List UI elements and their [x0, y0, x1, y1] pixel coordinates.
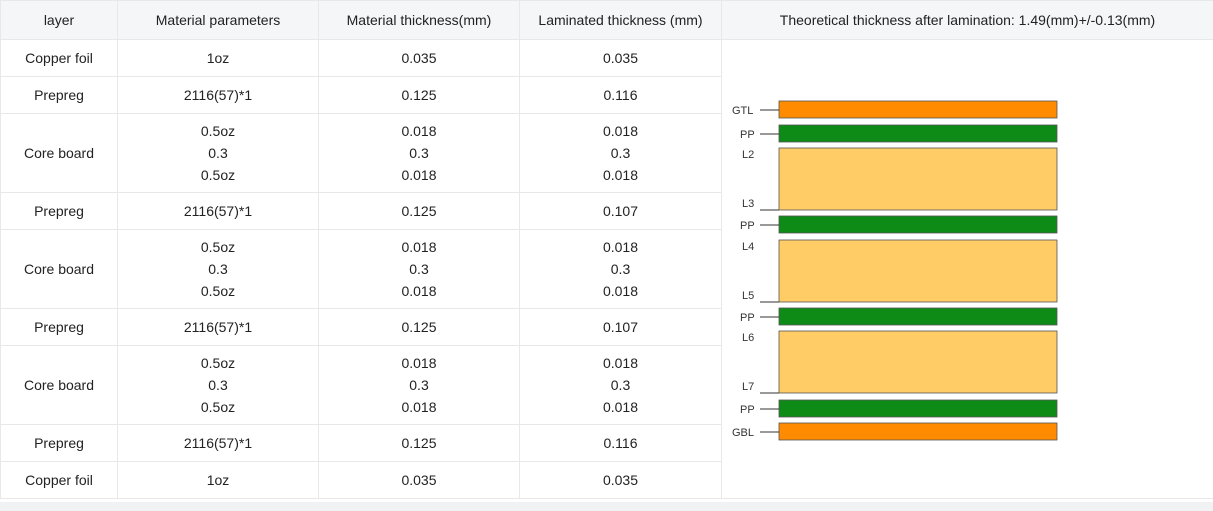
param-cell: 2116(57)*1 [117, 76, 319, 114]
param-cell: 2116(57)*1 [117, 192, 319, 230]
layer-cell: Prepreg [0, 308, 118, 346]
param-line: 0.3 [208, 377, 228, 393]
header-theoretical-thickness: Theoretical thickness after lamination: … [721, 0, 1213, 40]
label-l7: L7 [742, 381, 754, 393]
param-cell: 2116(57)*1 [117, 424, 319, 462]
material-thickness-cell: 0.125 [318, 192, 520, 230]
param-cell: 1oz [117, 39, 319, 77]
laminated-thickness-cell: 0.107 [519, 308, 722, 346]
core-layer-2 [778, 239, 1058, 303]
layer-cell: Prepreg [0, 76, 118, 114]
material-line: 0.018 [401, 167, 437, 183]
material-line: 0.3 [409, 377, 429, 393]
layer-cell: Prepreg [0, 424, 118, 462]
label-pp-3: PP [740, 312, 755, 324]
param-line: 0.5oz [200, 283, 236, 299]
param-cell: 1oz [117, 461, 319, 499]
material-line: 0.018 [401, 123, 437, 139]
table-header-row: layer Material parameters Material thick… [0, 0, 1213, 40]
param-cell: 0.5oz 0.3 0.5oz [117, 229, 319, 309]
material-line: 0.3 [409, 145, 429, 161]
laminated-thickness-cell: 0.018 0.3 0.018 [519, 229, 722, 309]
laminated-thickness-cell: 0.116 [519, 424, 722, 462]
laminated-line: 0.018 [602, 123, 639, 139]
header-material-thickness: Material thickness(mm) [318, 0, 520, 40]
header-laminated-thickness: Laminated thickness (mm) [519, 0, 722, 40]
layer-cell: Core board [0, 345, 118, 425]
prepreg-layer-4 [778, 399, 1058, 418]
header-layer: layer [0, 0, 118, 40]
label-pp-1: PP [740, 129, 755, 141]
core-layer-3 [778, 330, 1058, 394]
material-line: 0.018 [401, 355, 437, 371]
bottom-strip [0, 502, 1213, 511]
layer-cell: Copper foil [0, 461, 118, 499]
prepreg-layer-3 [778, 307, 1058, 326]
material-thickness-cell: 0.125 [318, 424, 520, 462]
table-row: Core board 0.5oz 0.3 0.5oz 0.018 0.3 0.0… [0, 113, 1213, 193]
label-l4: L4 [742, 241, 754, 253]
layer-cell: Core board [0, 229, 118, 309]
table-row: Prepreg 2116(57)*1 0.125 0.116 [0, 76, 1213, 114]
laminated-thickness-cell: 0.018 0.3 0.018 [519, 113, 722, 193]
laminated-line: 0.018 [602, 239, 639, 255]
material-line: 0.018 [401, 283, 437, 299]
material-thickness-cell: 0.018 0.3 0.018 [318, 229, 520, 309]
param-line: 0.3 [208, 261, 228, 277]
table-row: Copper foil 1oz 0.035 0.035 [0, 461, 1213, 499]
label-pp-4: PP [740, 404, 755, 416]
laminated-line: 0.3 [610, 377, 631, 393]
label-l3: L3 [742, 198, 754, 210]
table-row: Core board 0.5oz 0.3 0.5oz 0.018 0.3 0.0… [0, 229, 1213, 309]
label-l6: L6 [742, 332, 754, 344]
laminated-line: 0.018 [602, 283, 639, 299]
table-row: Core board 0.5oz 0.3 0.5oz 0.018 0.3 0.0… [0, 345, 1213, 425]
laminated-line: 0.3 [610, 261, 631, 277]
laminated-thickness-cell: 0.116 [519, 76, 722, 114]
table-row: Prepreg 2116(57)*1 0.125 0.107 [0, 192, 1213, 230]
param-cell: 2116(57)*1 [117, 308, 319, 346]
laminated-thickness-cell: 0.035 [519, 39, 722, 77]
header-material-parameters: Material parameters [117, 0, 319, 40]
material-thickness-cell: 0.125 [318, 308, 520, 346]
material-thickness-cell: 0.018 0.3 0.018 [318, 345, 520, 425]
label-gtl: GTL [732, 105, 753, 117]
param-line: 0.5oz [200, 399, 236, 415]
copper-layer-top [778, 100, 1058, 119]
laminated-line: 0.018 [602, 355, 639, 371]
label-l2: L2 [742, 149, 754, 161]
layer-cell: Copper foil [0, 39, 118, 77]
material-thickness-cell: 0.125 [318, 76, 520, 114]
prepreg-layer-1 [778, 124, 1058, 143]
core-layer-1 [778, 147, 1058, 211]
laminated-line: 0.3 [610, 145, 631, 161]
laminated-thickness-cell: 0.107 [519, 192, 722, 230]
param-line: 0.5oz [200, 167, 236, 183]
layer-cell: Core board [0, 113, 118, 193]
param-line: 0.5oz [200, 239, 236, 255]
layer-cell: Prepreg [0, 192, 118, 230]
material-thickness-cell: 0.035 [318, 39, 520, 77]
param-line: 0.5oz [200, 123, 236, 139]
laminated-line: 0.018 [602, 167, 639, 183]
param-line: 0.5oz [200, 355, 236, 371]
laminated-thickness-cell: 0.018 0.3 0.018 [519, 345, 722, 425]
material-thickness-cell: 0.035 [318, 461, 520, 499]
laminated-line: 0.018 [602, 399, 639, 415]
label-l5: L5 [742, 290, 754, 302]
prepreg-layer-2 [778, 215, 1058, 234]
material-line: 0.018 [401, 399, 437, 415]
param-cell: 0.5oz 0.3 0.5oz [117, 345, 319, 425]
stackup-diagram: GTL PP L2 L3 PP L4 L5 PP L6 L7 PP GBL [732, 100, 1058, 441]
param-cell: 0.5oz 0.3 0.5oz [117, 113, 319, 193]
copper-layer-bottom [778, 422, 1058, 441]
material-thickness-cell: 0.018 0.3 0.018 [318, 113, 520, 193]
label-pp-2: PP [740, 220, 755, 232]
table-row: Prepreg 2116(57)*1 0.125 0.107 [0, 308, 1213, 346]
material-line: 0.3 [409, 261, 429, 277]
material-line: 0.018 [401, 239, 437, 255]
laminated-thickness-cell: 0.035 [519, 461, 722, 499]
label-gbl: GBL [732, 427, 754, 439]
param-line: 0.3 [208, 145, 228, 161]
